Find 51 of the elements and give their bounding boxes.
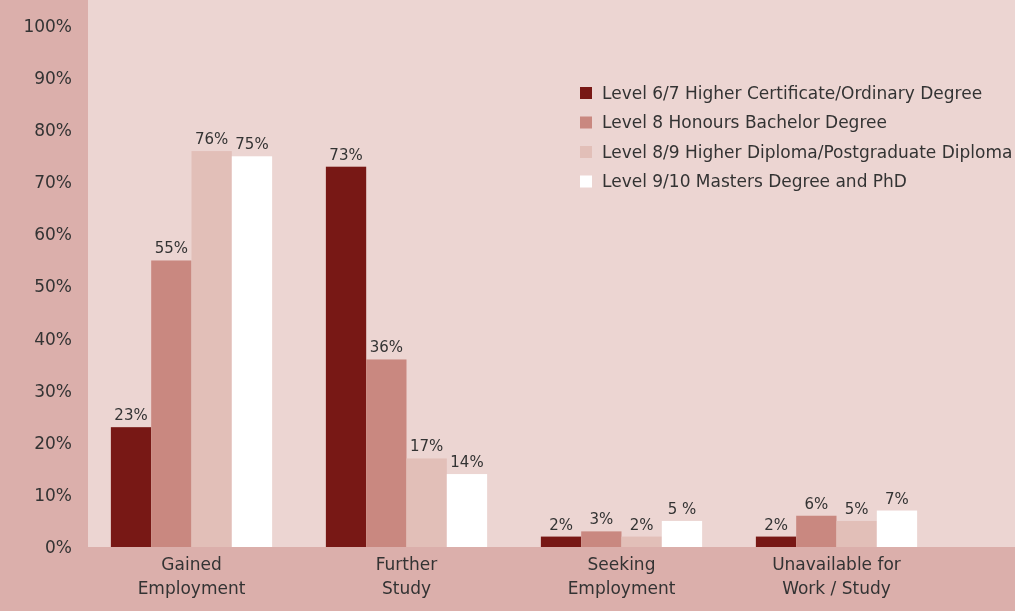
bar	[836, 520, 877, 547]
y-tick-label: 0%	[45, 536, 72, 557]
y-tick-label: 100%	[23, 16, 72, 36]
bar	[151, 260, 192, 547]
data-label: 2%	[549, 515, 573, 534]
data-label: 73%	[329, 145, 363, 164]
data-label: 6%	[804, 494, 829, 513]
y-tick-label: 70%	[34, 172, 72, 193]
legend-label: Level 8 Honours Bachelor Degree	[602, 112, 887, 133]
y-tick-label: 20%	[34, 432, 72, 453]
data-label: 76%	[194, 130, 229, 149]
data-label: 55%	[154, 239, 189, 258]
x-tick-label: Gained Employment	[137, 554, 246, 598]
x-tick-label: Unavailable for Work / Study	[772, 554, 901, 598]
x-tick-label: Seeking Employment	[567, 554, 676, 598]
bar	[876, 510, 918, 547]
data-label: 75%	[235, 135, 269, 154]
bar	[755, 536, 797, 547]
y-tick-label: 40%	[34, 328, 72, 349]
data-label: 17%	[409, 437, 444, 456]
y-tick-label: 30%	[34, 380, 72, 401]
data-label: 14%	[450, 453, 484, 472]
data-label: 7%	[885, 489, 909, 508]
bar	[191, 151, 232, 547]
y-tick-label: 80%	[34, 120, 72, 141]
data-label: 23%	[114, 406, 148, 425]
data-label: 3%	[589, 510, 614, 529]
bar	[581, 531, 622, 547]
bar	[661, 520, 703, 547]
y-tick-label: 60%	[34, 224, 72, 245]
legend-label: Level 9/10 Masters Degree and PhD	[602, 171, 907, 192]
bar	[796, 515, 837, 547]
data-label: 2%	[629, 515, 654, 534]
bar	[325, 166, 367, 547]
bar	[621, 536, 662, 547]
data-label: 2%	[764, 515, 788, 534]
data-label: 5 %	[667, 499, 697, 518]
bar	[366, 359, 407, 547]
bar	[446, 474, 488, 547]
bar	[406, 458, 447, 547]
bar	[231, 156, 273, 547]
y-tick-label: 10%	[34, 484, 72, 505]
y-tick-label: 50%	[34, 276, 72, 297]
bar	[540, 536, 582, 547]
x-tick-label: Further Study	[375, 554, 438, 598]
data-label: 36%	[369, 338, 404, 357]
legend-label: Level 6/7 Higher Certificate/Ordinary Degree	[602, 82, 983, 103]
bar	[110, 427, 152, 547]
legend-label: Level 8/9 Higher Diploma/Postgraduate Diploma	[602, 141, 1013, 162]
y-tick-label: 90%	[34, 68, 72, 89]
data-label: 5%	[844, 499, 869, 518]
